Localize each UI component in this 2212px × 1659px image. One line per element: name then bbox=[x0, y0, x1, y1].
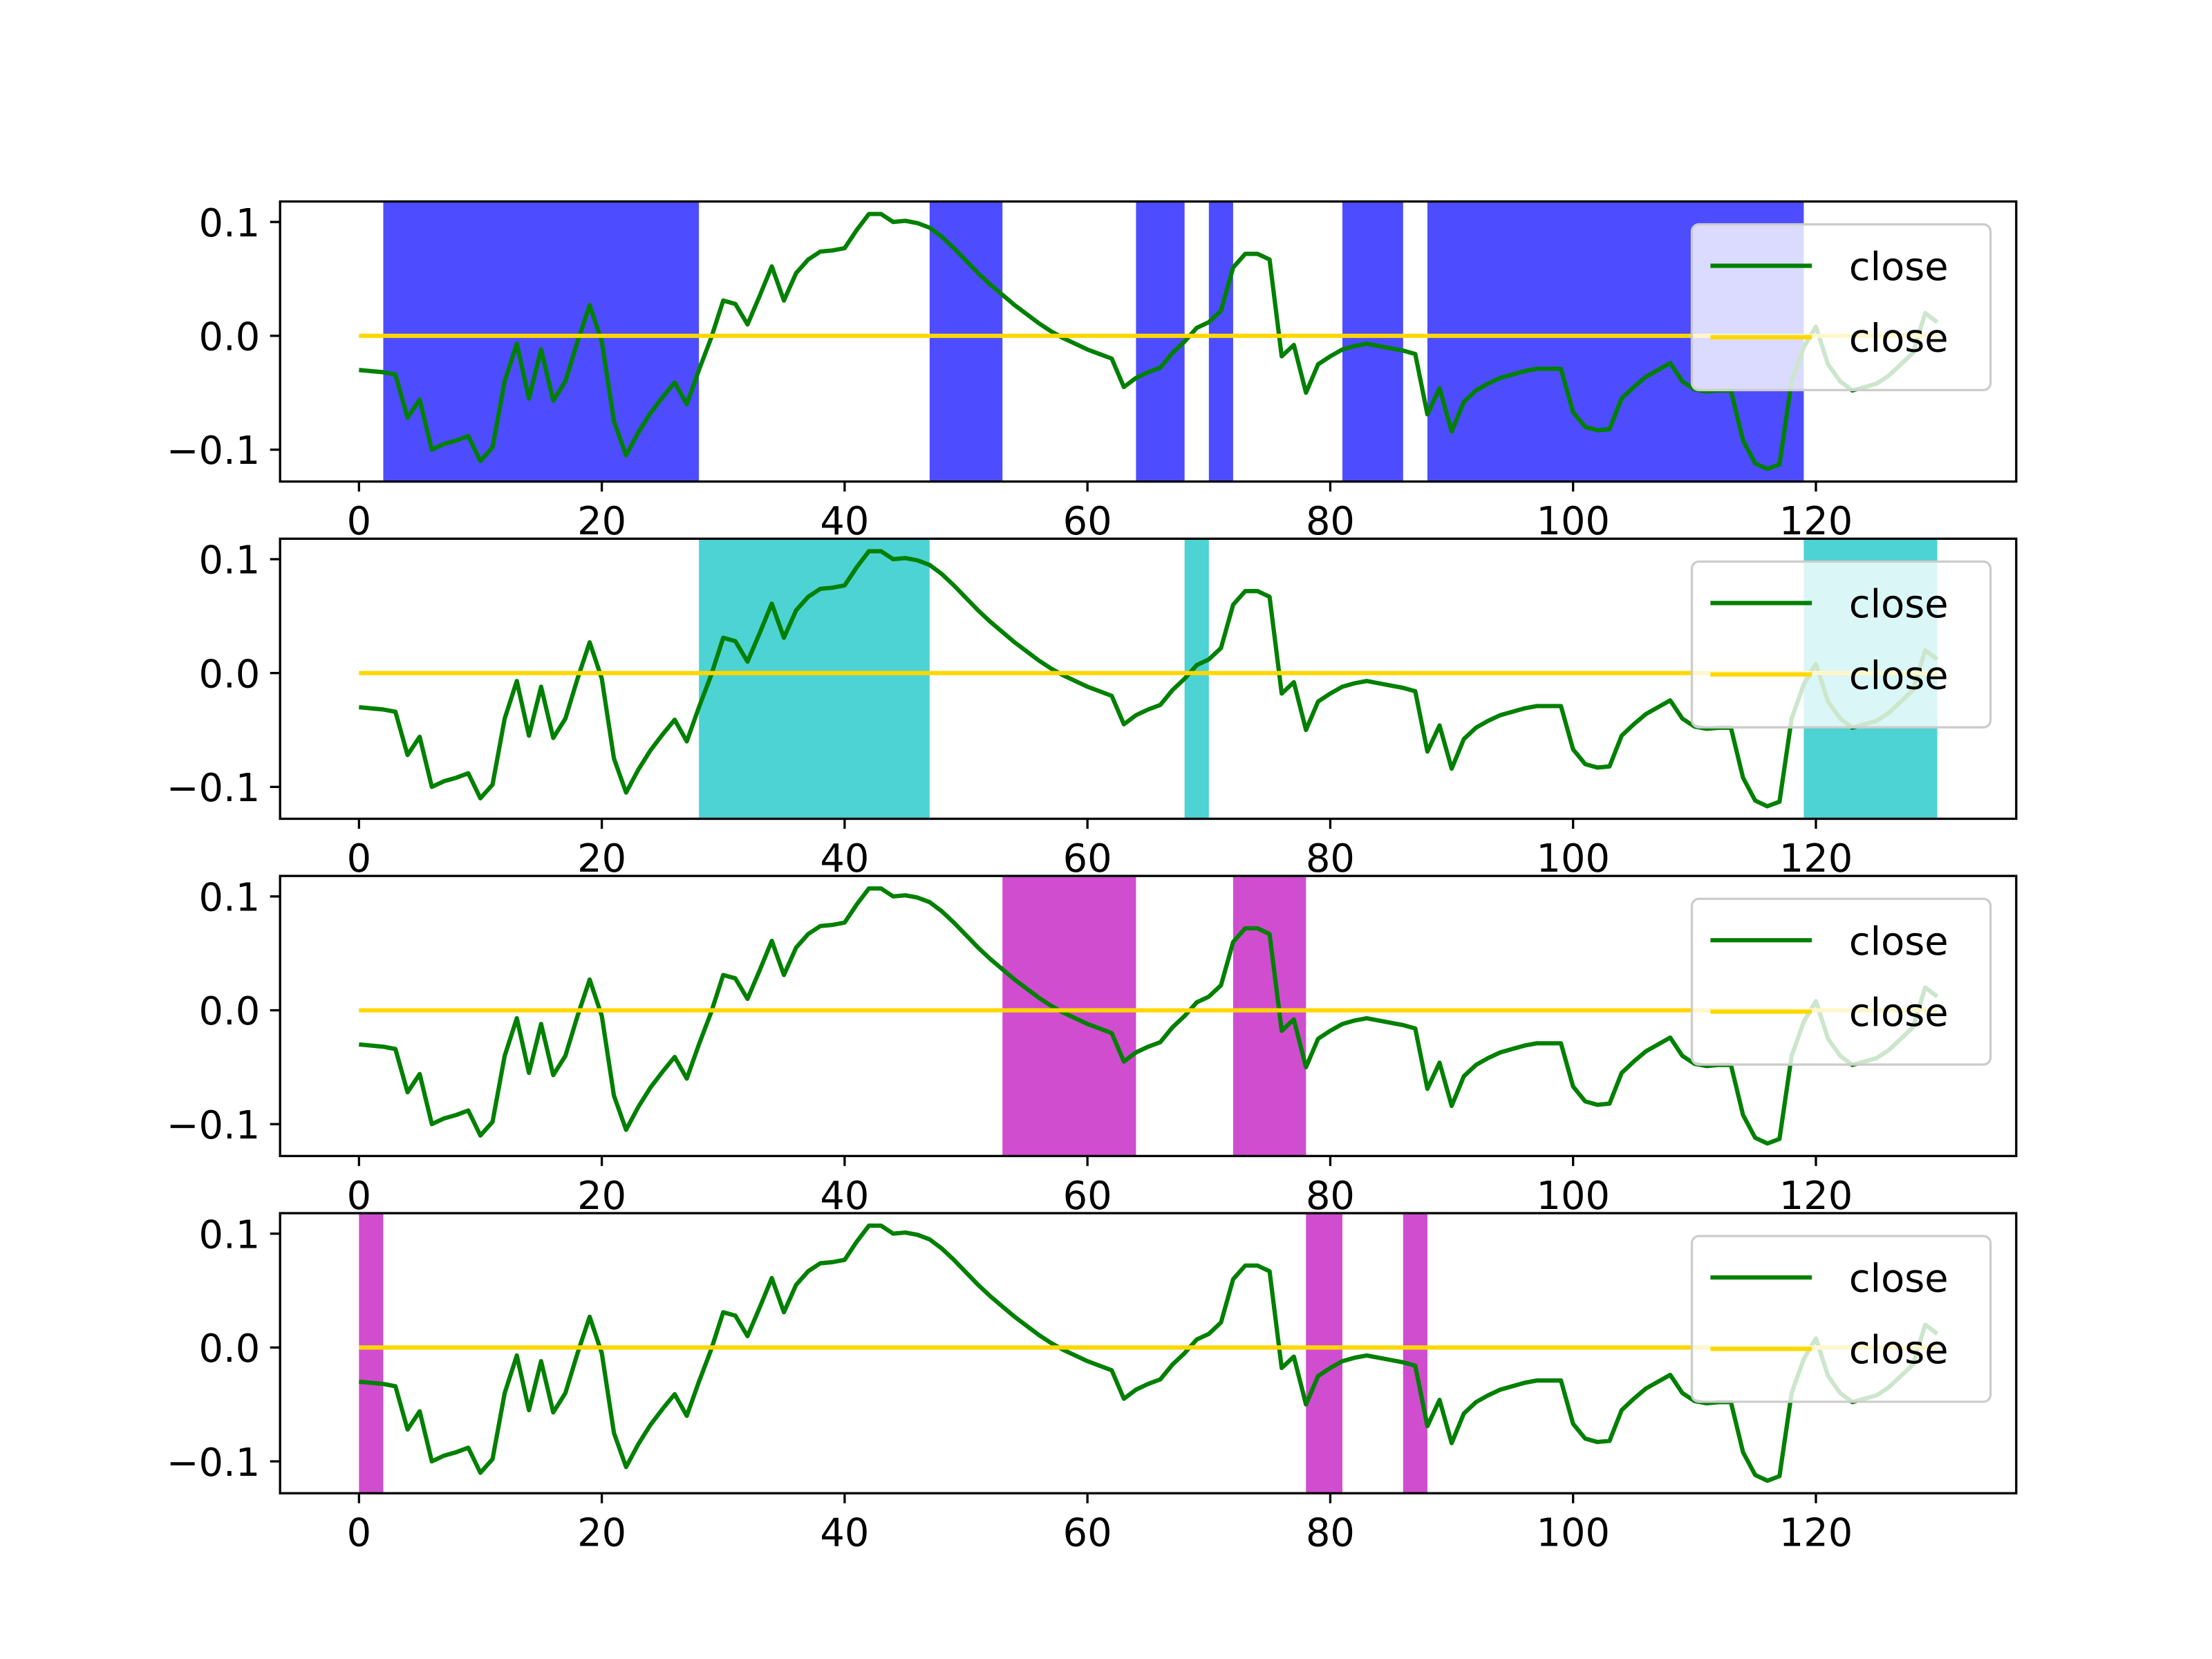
y-tick-label: −0.1 bbox=[167, 429, 261, 474]
y-tick-label: 0.1 bbox=[198, 201, 260, 246]
y-tick-label: −0.1 bbox=[167, 1441, 261, 1485]
line-series bbox=[359, 549, 1939, 809]
legend: close close bbox=[1690, 560, 1992, 729]
x-tick-label: 60 bbox=[1063, 1174, 1112, 1219]
legend-label: close bbox=[1849, 245, 1949, 290]
x-tick-label: 80 bbox=[1306, 836, 1355, 881]
x-tick-label: 40 bbox=[820, 836, 869, 881]
legend: close close bbox=[1690, 1235, 1992, 1403]
legend-label: close bbox=[1849, 991, 1949, 1035]
y-tick-label: 0.1 bbox=[198, 876, 260, 921]
legend: close close bbox=[1690, 223, 1992, 391]
x-tick-label: 40 bbox=[820, 1174, 869, 1219]
y-tick-label: 0.0 bbox=[198, 989, 260, 1034]
x-tick-label: 40 bbox=[820, 1511, 869, 1556]
x-tick-label: 100 bbox=[1536, 1511, 1610, 1556]
shaded-span bbox=[1232, 876, 1306, 1156]
plot-area bbox=[359, 876, 1939, 1156]
y-tick-label: −0.1 bbox=[167, 1103, 261, 1148]
legend: close close bbox=[1690, 897, 1992, 1066]
x-tick-label: 80 bbox=[1306, 499, 1355, 544]
y-tick-label: 0.0 bbox=[198, 1327, 260, 1371]
x-tick-label: 120 bbox=[1779, 1511, 1853, 1556]
subplot: 0 20 40 60 80 100 120 −0.1 0.0 0.1 close close bbox=[167, 537, 2018, 881]
legend-label: close bbox=[1849, 317, 1949, 362]
shaded-span bbox=[1403, 1213, 1427, 1494]
shaded-span bbox=[1306, 1213, 1343, 1494]
legend-label: close bbox=[1849, 582, 1949, 627]
x-tick-label: 80 bbox=[1306, 1511, 1355, 1556]
x-tick-label: 100 bbox=[1536, 836, 1610, 881]
legend-label: close bbox=[1849, 919, 1949, 964]
axes-frame bbox=[279, 537, 2018, 821]
x-tick-label: 0 bbox=[347, 836, 372, 881]
line-series bbox=[359, 1224, 1939, 1483]
y-tick-label: 0.1 bbox=[198, 1212, 260, 1257]
x-tick-label: 40 bbox=[820, 499, 869, 544]
x-tick-label: 80 bbox=[1306, 1174, 1355, 1219]
plot-area bbox=[359, 1213, 1939, 1494]
x-tick-label: 0 bbox=[347, 1174, 372, 1219]
x-tick-label: 60 bbox=[1063, 499, 1112, 544]
legend-label: close bbox=[1849, 1328, 1949, 1373]
y-tick-label: −0.1 bbox=[167, 766, 261, 811]
x-tick-label: 60 bbox=[1063, 1511, 1112, 1556]
shaded-span bbox=[1184, 538, 1209, 819]
shaded-span bbox=[1208, 201, 1233, 482]
shaded-span bbox=[929, 201, 1003, 482]
line-series bbox=[359, 212, 1939, 471]
legend-label: close bbox=[1849, 653, 1949, 698]
x-tick-label: 100 bbox=[1536, 1174, 1610, 1219]
x-tick-label: 20 bbox=[577, 499, 626, 544]
shaded-span bbox=[1342, 201, 1403, 482]
line-series bbox=[359, 886, 1939, 1146]
shaded-span bbox=[359, 1213, 384, 1494]
subplot: 0 20 40 60 80 100 120 −0.1 0.0 0.1 close close bbox=[167, 200, 2018, 544]
x-tick-label: 0 bbox=[347, 499, 372, 544]
y-tick-label: 0.0 bbox=[198, 652, 260, 697]
x-tick-label: 20 bbox=[577, 1174, 626, 1219]
x-tick-label: 20 bbox=[577, 836, 626, 881]
shaded-span bbox=[699, 538, 930, 819]
axes-frame bbox=[279, 1212, 2018, 1494]
x-tick-label: 100 bbox=[1536, 499, 1610, 544]
axes-frame bbox=[279, 200, 2018, 483]
shaded-span bbox=[383, 201, 700, 482]
subplot: 0 20 40 60 80 100 120 −0.1 0.0 0.1 close close bbox=[167, 874, 2018, 1219]
subplot: 0 20 40 60 80 100 120 −0.1 0.0 0.1 close close bbox=[167, 1212, 2018, 1556]
x-tick-label: 120 bbox=[1779, 499, 1853, 544]
x-tick-label: 0 bbox=[347, 1511, 372, 1556]
legend-label: close bbox=[1849, 1257, 1949, 1302]
shaded-span bbox=[1136, 201, 1185, 482]
y-tick-label: 0.1 bbox=[198, 538, 260, 583]
x-tick-label: 120 bbox=[1779, 1174, 1853, 1219]
axes-frame bbox=[279, 874, 2018, 1158]
x-tick-label: 120 bbox=[1779, 836, 1853, 881]
x-tick-label: 60 bbox=[1063, 836, 1112, 881]
y-tick-label: 0.0 bbox=[198, 315, 260, 359]
x-tick-label: 20 bbox=[577, 1511, 626, 1556]
